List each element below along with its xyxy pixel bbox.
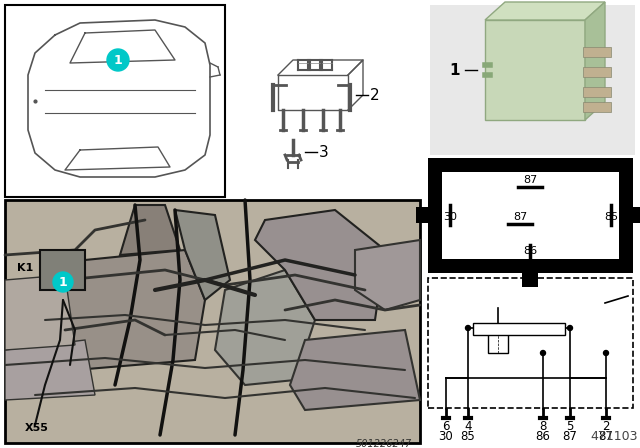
- Polygon shape: [585, 2, 605, 120]
- Text: 3: 3: [319, 145, 329, 159]
- Text: 471103: 471103: [591, 430, 638, 443]
- Text: K1: K1: [17, 263, 33, 273]
- Bar: [428, 158, 633, 273]
- Circle shape: [604, 350, 609, 356]
- Circle shape: [107, 49, 129, 71]
- Bar: [40, 250, 85, 290]
- Circle shape: [541, 350, 545, 356]
- Text: 87: 87: [563, 430, 577, 443]
- Text: 30: 30: [443, 212, 457, 222]
- Polygon shape: [290, 330, 420, 410]
- Text: 501226247: 501226247: [356, 439, 412, 448]
- Polygon shape: [5, 275, 75, 350]
- Bar: [583, 87, 611, 97]
- Text: 85: 85: [461, 430, 476, 443]
- Bar: [428, 278, 633, 408]
- Bar: [583, 67, 611, 77]
- Circle shape: [53, 272, 73, 292]
- Bar: [522, 158, 538, 172]
- Text: 2: 2: [370, 87, 380, 103]
- Bar: [631, 207, 640, 223]
- Text: 87: 87: [598, 430, 613, 443]
- Text: 2: 2: [602, 419, 610, 432]
- Bar: [5, 200, 420, 443]
- Bar: [488, 328, 508, 353]
- Polygon shape: [5, 340, 95, 400]
- Polygon shape: [175, 210, 230, 300]
- Bar: [522, 273, 538, 287]
- Text: 1: 1: [59, 276, 67, 289]
- Text: 1: 1: [114, 53, 122, 66]
- Polygon shape: [485, 2, 605, 20]
- Circle shape: [465, 326, 470, 331]
- Polygon shape: [55, 250, 205, 370]
- Text: 5: 5: [566, 419, 573, 432]
- Text: 6: 6: [442, 419, 450, 432]
- Text: X55: X55: [25, 423, 49, 433]
- Text: 8: 8: [540, 419, 547, 432]
- Bar: [473, 323, 565, 335]
- Circle shape: [568, 326, 573, 331]
- Text: 85: 85: [604, 212, 618, 222]
- Text: 86: 86: [536, 430, 550, 443]
- Bar: [430, 5, 635, 155]
- Text: 30: 30: [438, 430, 453, 443]
- Text: 86: 86: [523, 246, 537, 256]
- Bar: [416, 207, 430, 223]
- Text: 4: 4: [464, 419, 472, 432]
- Text: 1: 1: [449, 63, 460, 78]
- Bar: [485, 20, 585, 120]
- Polygon shape: [255, 210, 385, 320]
- Polygon shape: [215, 270, 315, 385]
- Polygon shape: [120, 205, 180, 255]
- Bar: [5, 5, 225, 197]
- Bar: [583, 102, 611, 112]
- Text: 87: 87: [523, 175, 537, 185]
- Text: 87: 87: [513, 212, 527, 222]
- Bar: [583, 47, 611, 57]
- Polygon shape: [355, 240, 420, 310]
- Bar: [442, 172, 619, 259]
